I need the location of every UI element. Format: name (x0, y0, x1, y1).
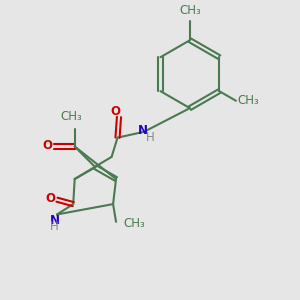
Text: CH₃: CH₃ (61, 110, 82, 124)
Text: CH₃: CH₃ (179, 4, 201, 17)
Text: N: N (50, 214, 60, 227)
Text: N: N (138, 124, 148, 137)
Text: H: H (50, 220, 59, 233)
Text: O: O (110, 105, 120, 118)
Text: CH₃: CH₃ (237, 94, 259, 107)
Text: O: O (43, 139, 52, 152)
Text: O: O (46, 192, 56, 205)
Text: CH₃: CH₃ (123, 217, 145, 230)
Text: H: H (146, 130, 155, 144)
